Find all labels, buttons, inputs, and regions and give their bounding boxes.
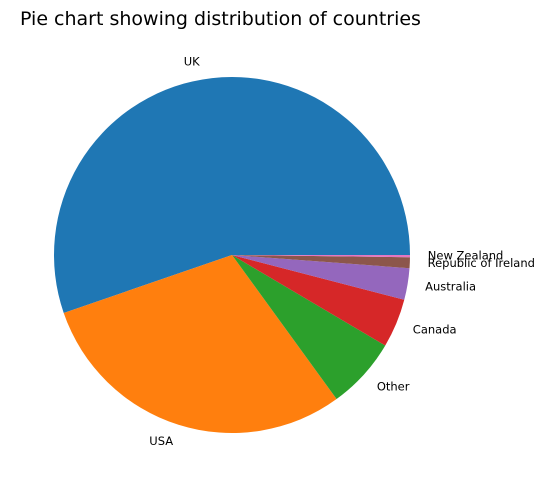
pie-slice-australia [232,255,410,300]
pie-slice-new-zealand [232,255,410,258]
chart-title: Pie chart showing distribution of countr… [20,8,421,30]
pie-slice-canada [232,255,405,346]
pie-label-australia: Australia [425,280,476,294]
pie-label-canada: Canada [413,323,457,337]
pie-label-republic-of-ireland: Republic of Ireland [428,256,535,270]
pie-slice-other [232,255,386,400]
pie-label-uk: UK [184,54,200,68]
pie-slices [53,76,410,433]
pie-label-other: Other [377,379,410,393]
pie-label-usa: USA [149,434,173,448]
pie-slice-uk [53,76,410,313]
pie-slice-republic-of-ireland [232,255,410,269]
pie-label-new-zealand: New Zealand [428,249,504,263]
pie-slice-usa [63,255,337,433]
pie-labels: UK USA Other Canada Australia Republic of Ire… [149,54,535,448]
